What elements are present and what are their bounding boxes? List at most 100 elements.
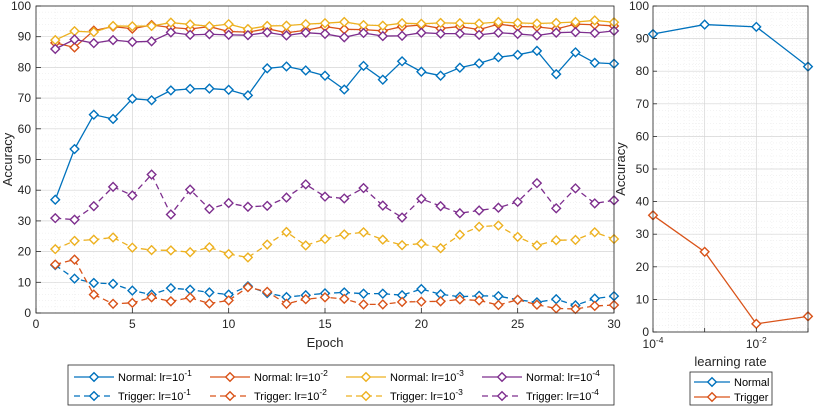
data-point	[570, 183, 581, 194]
data-point	[184, 19, 196, 30]
data-point	[512, 49, 523, 61]
y-tick-label: 100	[629, 0, 649, 13]
data-point	[69, 143, 80, 155]
data-point	[377, 20, 389, 31]
data-point	[184, 292, 196, 303]
data-point	[531, 177, 543, 189]
legend-marker	[496, 371, 508, 383]
data-point	[204, 298, 215, 309]
data-point	[396, 296, 408, 308]
y-tick-label: 10	[636, 292, 650, 306]
y-tick-label: 40	[636, 195, 650, 209]
data-point	[49, 259, 61, 270]
data-point	[396, 55, 408, 67]
data-point	[493, 16, 504, 28]
data-point	[223, 18, 234, 30]
data-point	[88, 109, 100, 120]
data-point	[473, 29, 485, 41]
data-point	[338, 32, 350, 43]
data-point	[531, 240, 543, 251]
x-tick-label: 0	[33, 317, 40, 331]
data-point	[88, 289, 100, 300]
data-point	[223, 29, 234, 41]
data-point	[493, 220, 504, 231]
data-point	[204, 83, 215, 94]
data-point	[281, 192, 292, 203]
data-point	[512, 196, 523, 208]
data-point	[300, 293, 312, 305]
data-point	[69, 235, 80, 247]
data-point	[223, 248, 234, 260]
data-point	[435, 242, 446, 254]
data-point	[127, 297, 138, 309]
data-point	[338, 193, 350, 204]
data-point	[473, 221, 485, 233]
data-point	[493, 27, 504, 38]
legend-label: Normal: lr=10-1	[118, 368, 192, 384]
data-point	[454, 28, 466, 39]
data-point	[377, 200, 389, 211]
data-point	[416, 283, 427, 295]
y-tick-label: 70	[636, 97, 650, 111]
data-point	[146, 36, 157, 47]
data-point	[261, 27, 273, 38]
left-plot-series	[49, 15, 620, 315]
data-point	[454, 207, 466, 219]
legend-label: Normal: lr=10-2	[254, 368, 328, 384]
data-point	[396, 17, 408, 29]
x-tick-label: 20	[415, 317, 429, 331]
data-point	[473, 205, 485, 216]
legend-box	[689, 371, 773, 406]
data-point	[493, 299, 504, 311]
y-tick-label: 30	[18, 214, 32, 228]
data-point	[570, 47, 581, 58]
data-point	[377, 30, 389, 42]
legend-item: Normal: lr=10-2	[210, 368, 328, 384]
data-point	[69, 42, 80, 53]
data-point	[88, 37, 100, 49]
data-point	[454, 17, 466, 29]
data-point	[107, 232, 119, 243]
data-point	[435, 17, 446, 29]
legend-item: Normal: lr=10-3	[346, 368, 464, 384]
legend-label: Normal: lr=10-3	[390, 368, 464, 384]
data-point	[281, 298, 292, 310]
right-legend: Normal Trigger	[689, 371, 773, 406]
data-point	[261, 63, 273, 74]
data-point	[107, 34, 119, 46]
data-point	[242, 201, 254, 213]
legend-label: Trigger	[734, 392, 769, 404]
right-plot-ticks: 0 10 20 30 40 50 60 70 80 90 100 10-4 10-2	[629, 0, 809, 351]
series-line	[652, 23, 809, 68]
data-point	[204, 28, 215, 40]
data-point	[531, 30, 543, 41]
left-x-axis-label: Epoch	[307, 335, 344, 350]
data-point	[473, 295, 485, 306]
data-point	[358, 226, 369, 238]
data-point	[358, 182, 369, 194]
data-point	[184, 184, 196, 195]
legend-label: Normal	[734, 377, 769, 389]
data-point	[165, 17, 177, 28]
data-point	[300, 65, 312, 76]
x-tick-label: 10-4	[643, 335, 664, 351]
legend-label: Trigger: lr=10-1	[118, 387, 191, 403]
right-y-axis-label: Accuracy	[613, 142, 628, 196]
y-tick-label: 70	[18, 91, 32, 105]
data-point	[570, 234, 581, 246]
data-point	[493, 51, 504, 63]
legend-marker	[706, 391, 718, 403]
data-point	[416, 238, 427, 249]
data-point	[319, 70, 331, 81]
x-tick-label: 10	[222, 317, 236, 331]
legend-marker	[88, 371, 100, 383]
y-tick-label: 0	[24, 306, 31, 320]
data-point	[88, 26, 100, 38]
x-tick-label: 10-2	[746, 335, 767, 351]
legend-box	[67, 364, 615, 406]
data-point	[127, 190, 138, 201]
data-point	[396, 212, 408, 223]
data-point	[396, 30, 408, 42]
data-point	[550, 27, 562, 38]
